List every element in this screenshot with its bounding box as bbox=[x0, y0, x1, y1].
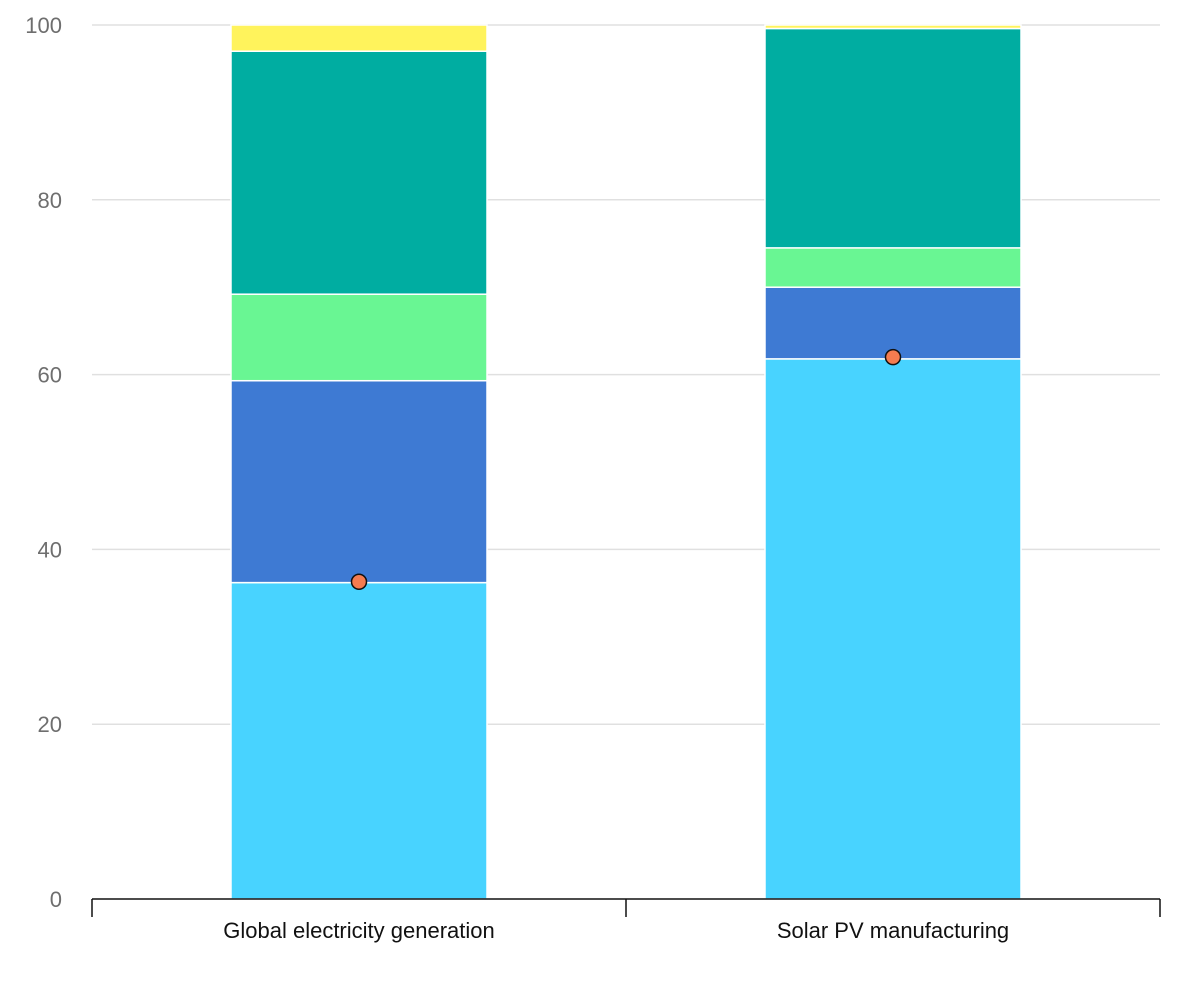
marker-point-1 bbox=[884, 348, 902, 366]
bar-segment-1-3 bbox=[764, 27, 1022, 249]
y-tick-label-60: 60 bbox=[38, 363, 62, 388]
y-axis-tick-labels: 0 20 40 60 80 100 bbox=[25, 13, 62, 912]
y-tick-label-0: 0 bbox=[50, 887, 62, 912]
y-tick-label-80: 80 bbox=[38, 188, 62, 213]
x-category-label-1: Solar PV manufacturing bbox=[777, 918, 1009, 943]
y-tick-label-100: 100 bbox=[25, 13, 62, 38]
bar-segment-0-4 bbox=[230, 24, 488, 52]
bars bbox=[230, 24, 1022, 900]
bar-segment-1-1 bbox=[764, 286, 1022, 360]
bar-segment-0-0 bbox=[230, 581, 488, 900]
x-category-label-0: Global electricity generation bbox=[223, 918, 494, 943]
y-tick-label-40: 40 bbox=[38, 537, 62, 562]
bar-segment-0-2 bbox=[230, 293, 488, 382]
markers bbox=[350, 348, 902, 590]
bar-segment-1-4 bbox=[764, 24, 1022, 30]
bar-segment-0-3 bbox=[230, 50, 488, 295]
bar-segment-1-0 bbox=[764, 358, 1022, 900]
marker-point-0 bbox=[350, 573, 368, 590]
y-tick-label-20: 20 bbox=[38, 712, 62, 737]
x-axis bbox=[91, 898, 1161, 917]
bar-segment-1-2 bbox=[764, 247, 1022, 288]
x-axis-category-labels: Global electricity generation Solar PV ma… bbox=[223, 918, 1009, 943]
bar-segment-0-1 bbox=[230, 379, 488, 584]
